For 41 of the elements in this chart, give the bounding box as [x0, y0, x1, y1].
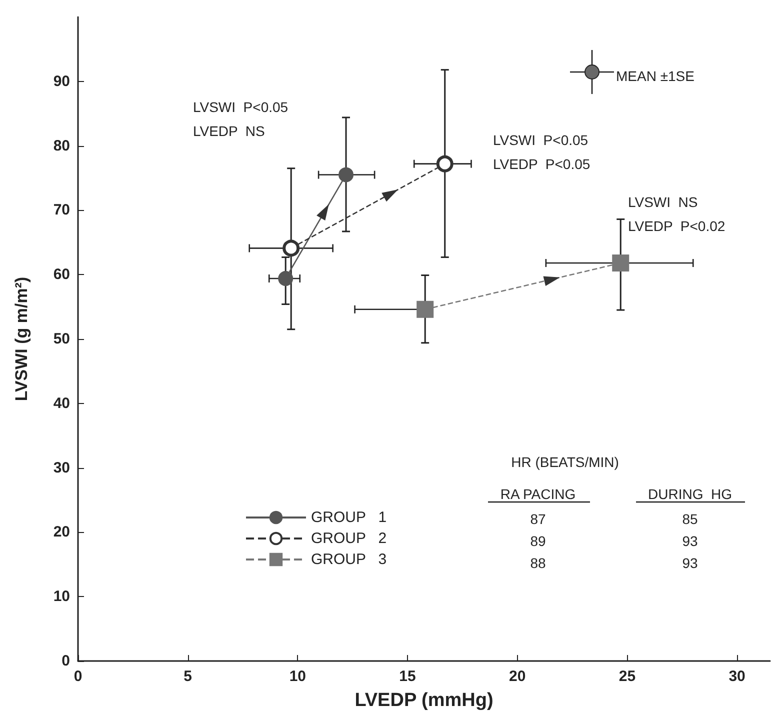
annotation: DURING HG — [648, 486, 732, 502]
y-tick-label: 80 — [53, 137, 70, 154]
annotation: 85 — [682, 511, 698, 527]
annotation: 87 — [530, 511, 546, 527]
annotation: LVSWI NS LVEDP P<0.02 — [628, 194, 726, 234]
y-tick-label: 90 — [53, 72, 70, 90]
x-tick-label: 30 — [728, 668, 746, 685]
annotation: 93 — [682, 533, 698, 549]
y-axis-title: LVSWI (g m/m²) — [12, 276, 31, 402]
y-tick-label: 70 — [53, 202, 70, 219]
point — [416, 300, 434, 318]
legend-label: GROUP 3 — [311, 551, 387, 568]
x-tick-label: 25 — [618, 668, 636, 685]
point — [436, 155, 454, 172]
x-tick-label: 15 — [399, 668, 416, 685]
x-tick-label: 20 — [509, 668, 526, 685]
annotation: 88 — [530, 555, 546, 571]
x-tick-label: 0 — [74, 668, 82, 685]
point — [278, 270, 294, 286]
y-tick-label: 60 — [53, 266, 70, 284]
x-tick-label: 5 — [184, 668, 192, 685]
y-tick-label: 0 — [62, 652, 70, 670]
annotation: HR (BEATS/MIN) — [511, 454, 619, 470]
annotation: 93 — [682, 555, 698, 571]
annotation: MEAN ±1SE — [616, 68, 694, 84]
annotation: RA PACING — [500, 486, 576, 502]
annotation: LVSWI P<0.05 LVEDP P<0.05 — [493, 132, 590, 172]
y-tick-label: 50 — [53, 330, 70, 348]
y-tick-label: 10 — [53, 588, 70, 606]
y-tick-label: 40 — [53, 394, 70, 412]
point — [282, 240, 300, 257]
y-tick-label: 20 — [53, 524, 70, 541]
legend-label: GROUP 2 — [311, 530, 387, 547]
point — [612, 254, 630, 272]
x-axis-title: LVEDP (mmHg) — [354, 690, 494, 711]
x-tick-label: 10 — [289, 668, 306, 685]
point — [338, 167, 354, 182]
legend-label: GROUP 1 — [311, 509, 387, 526]
y-tick-label: 30 — [53, 459, 70, 476]
annotation: LVSWI P<0.05 LVEDP NS — [193, 99, 288, 139]
annotation: 89 — [530, 533, 546, 549]
